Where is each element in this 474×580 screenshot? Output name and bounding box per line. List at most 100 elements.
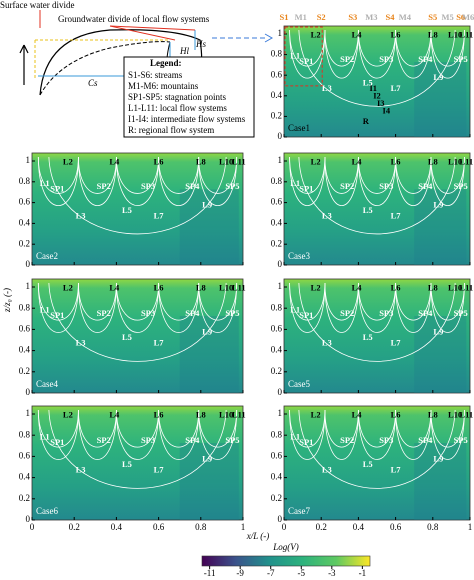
x-axis-label: x/L (-) [246, 531, 270, 541]
flow-system-label: SP2 [340, 181, 354, 191]
y-tick-label: 1 [278, 28, 283, 38]
y-tick-label: 0.6 [271, 197, 283, 207]
flow-line [395, 156, 432, 206]
flow-system-label: L10 [448, 156, 462, 166]
flow-system-label: SP4 [418, 54, 433, 64]
y-tick-label: 0.4 [271, 345, 283, 355]
y-tick-label: 0.6 [271, 450, 283, 460]
flow-system-label: I3 [377, 98, 385, 108]
flow-system-label: SP2 [97, 435, 111, 445]
flow-system-label: L2 [311, 29, 321, 39]
flow-system-label: L11 [459, 409, 473, 419]
flow-system-label: SP2 [340, 435, 354, 445]
flow-system-label: SP3 [141, 308, 155, 318]
flow-system-label: SP4 [418, 308, 433, 318]
panel: 0 0.2 0.4 0.6 0.8 1 0 0.2 0.4 0.6 0.8 1 Case6 L1 L2 L3 L… [19, 405, 246, 532]
flow-line [116, 282, 159, 333]
flow-line [198, 156, 238, 206]
y-tick-label: 0.8 [19, 302, 31, 312]
y-tick-label: 0 [278, 259, 283, 269]
flow-system-label: L6 [391, 29, 401, 39]
flow-line [289, 29, 326, 67]
flow-line [358, 282, 396, 333]
flow-line [395, 29, 432, 79]
flow-system-label: L9 [433, 453, 443, 463]
flow-system-label: L5 [122, 205, 132, 215]
flow-system-label: L9 [202, 200, 212, 210]
flow-system-label: SP5 [225, 308, 239, 318]
y-tick-label: 0.6 [271, 323, 283, 333]
stream-label: S5 [428, 12, 437, 22]
flow-line [116, 282, 159, 321]
flow-line [430, 409, 465, 448]
legend-box [123, 56, 255, 138]
field-dark [179, 316, 239, 393]
flow-system-label: L11 [232, 282, 246, 292]
flow-line [48, 409, 227, 489]
flow-system-label: L3 [322, 337, 332, 347]
flow-line [289, 409, 326, 460]
schematic-label: Groundwater divide of local flow systems [58, 14, 210, 24]
stream-label: M5 [442, 12, 454, 22]
flow-line [358, 29, 396, 67]
stream-label: M1 [295, 12, 307, 22]
field-dark [179, 443, 239, 520]
flow-system-label: L6 [391, 282, 401, 292]
panel: 0 0.2 0.4 0.6 0.8 1 Case4 L1 L2 L3 L4 L5 L6 L7 L8 L9 L10… [19, 278, 246, 397]
schematic-label: Hl [179, 46, 189, 56]
flow-system-label: SP4 [185, 435, 200, 445]
field-dark [414, 189, 467, 265]
y-tick-label: 0.4 [271, 217, 283, 227]
field-dark [414, 443, 467, 520]
flow-line [430, 29, 465, 67]
colorbar-tick-label: -9 [236, 568, 244, 578]
flow-system-label: L7 [391, 337, 402, 347]
flow-system-label: L2 [63, 409, 73, 419]
y-tick-label: 0.6 [271, 69, 283, 79]
flow-system-label: SP3 [379, 435, 393, 445]
legend-item: M1-M6: mountains [128, 81, 199, 91]
flow-line [37, 282, 79, 321]
flow-system-label: L10 [448, 29, 462, 39]
flow-system-label: L4 [109, 409, 120, 419]
flow-line [289, 409, 326, 448]
panel: 0 0.2 0.4 0.6 0.8 1 Case3 L1 L2 L3 L4 L5 L6 L7 L8 L9 L10… [271, 152, 473, 269]
field [31, 405, 244, 521]
flow-system-label: L1 [40, 431, 50, 441]
flow-line [395, 282, 432, 333]
flow-line [324, 156, 359, 194]
flow-line [430, 282, 465, 333]
flow-system-label: L9 [433, 326, 443, 336]
flow-system-label: SP3 [141, 435, 155, 445]
flow-system-label: SP1 [299, 56, 313, 66]
field-dark [414, 62, 467, 137]
flow-system-label: L5 [122, 332, 132, 342]
flow-line [395, 409, 432, 448]
flow-line [430, 156, 465, 194]
y-tick-label: 0.4 [19, 217, 31, 227]
flow-system-label: L8 [428, 29, 438, 39]
flow-system-label: L3 [322, 83, 332, 93]
y-tick-label: 0 [26, 387, 31, 397]
flow-system-label: L6 [391, 409, 401, 419]
flow-line [324, 282, 359, 321]
flow-system-label: SP1 [50, 183, 64, 193]
flow-system-label: I4 [383, 105, 391, 115]
stream-label: M3 [365, 12, 377, 22]
stream-label: S6 [456, 12, 465, 22]
field [31, 152, 244, 266]
flow-system-label: L1 [40, 304, 50, 314]
panel: 0 0.2 0.4 0.6 0.8 1 0 0.2 0.4 0.6 0.8 1 Case7 L1 L2 L3 L… [271, 405, 473, 532]
y-axis-label: z/z₀ (-) [2, 288, 12, 313]
field-dark [414, 316, 467, 393]
panel: 0 0.2 0.4 0.6 0.8 1 Case2 L1 L2 L3 L4 L5 L6 L7 L8 L9 L10… [19, 152, 246, 269]
zoom-box [284, 26, 323, 87]
flow-system-label: L4 [352, 409, 363, 419]
case-label: Case2 [36, 251, 58, 261]
flow-line [430, 156, 465, 206]
colorbar-tick-label: -3 [328, 568, 336, 578]
flow-line [324, 282, 359, 333]
flow-line [158, 282, 200, 321]
x-tick-label: 0 [282, 522, 287, 532]
field-dark [179, 189, 239, 265]
